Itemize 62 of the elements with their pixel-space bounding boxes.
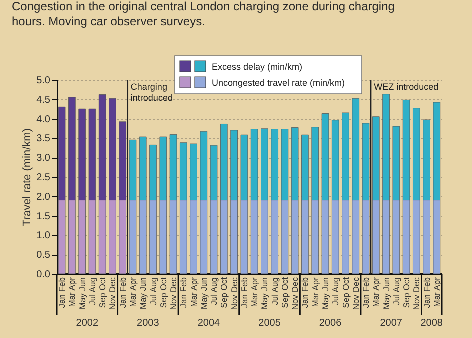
legend-label: Uncongested travel rate (min/km) — [212, 78, 346, 88]
y-tick-label: 0.5 — [36, 250, 51, 262]
x-tick-label: Jan Feb — [422, 277, 432, 308]
y-tick-label: 3.5 — [36, 134, 51, 145]
x-tick-label: Jul Aug — [209, 277, 220, 306]
chart-title: Congestion in the original central London charging zone during charging hours. Moving car observer surveys. — [12, 0, 395, 29]
y-tick-label: 3.0 — [36, 153, 51, 164]
x-tick-label: Mar Apr — [432, 277, 442, 308]
y-tick-label: 5.0 — [36, 76, 51, 86]
x-tick-label: Jan Feb — [178, 277, 189, 308]
x-tick-label: May Jun — [320, 277, 330, 310]
y-tick-label: 0.0 — [36, 270, 51, 280]
x-tick-label: Sep Oct — [219, 276, 230, 308]
text: 2004 — [198, 318, 221, 329]
y-tick-label: 2.0 — [36, 192, 51, 203]
text: 2008 — [420, 318, 444, 329]
x-tick-label: Sep Oct — [158, 276, 168, 308]
x-tick-label: Mar Apr — [250, 277, 260, 308]
x-tick-label: Mar Apr — [371, 277, 382, 308]
x-tick-label: May Jun — [381, 277, 392, 310]
text: 2003 — [137, 318, 160, 329]
x-tick-label: Nov Dec — [290, 276, 300, 310]
x-tick-label: May Jun — [77, 277, 88, 310]
x-tick-label: Mar Apr — [128, 277, 138, 308]
x-tick-label: Jan Feb — [239, 277, 250, 308]
y-tick-label: 1.5 — [36, 211, 51, 222]
x-tick-label: Jul Aug — [270, 277, 280, 306]
x-tick-label: Nov Dec — [168, 276, 179, 310]
x-tick-label: Sep Oct — [98, 276, 108, 308]
x-tick-label: Jul Aug — [330, 277, 341, 306]
x-tick-label: Nov Dec — [229, 276, 240, 310]
x-tick-label: May Jun — [198, 277, 209, 310]
x-tick-label: Sep Oct — [402, 276, 412, 308]
y-axis-title: Travel rate (min/km) — [22, 128, 34, 226]
x-tick-label: Mar Apr — [310, 277, 320, 308]
x-tick-label: Jan Feb — [118, 277, 128, 308]
x-tick-label: May Jun — [260, 277, 270, 310]
x-tick-label: Jul Aug — [391, 277, 402, 306]
x-tick-label: Jan Feb — [57, 277, 68, 308]
y-tick-label: 4.0 — [36, 114, 51, 126]
x-tick-label: Jan Feb — [361, 277, 372, 308]
x-tick-label: Jan Feb — [300, 277, 310, 308]
text: 2005 — [258, 318, 282, 329]
text: 2002 — [76, 318, 99, 329]
x-tick-label: Nov Dec — [108, 276, 118, 310]
text: 2007 — [380, 318, 403, 329]
x-tick-label: Sep Oct — [340, 276, 351, 308]
x-tick-label: Jul Aug — [87, 277, 98, 306]
x-tick-label: Nov Dec — [412, 276, 422, 310]
x-tick-label: Nov Dec — [350, 276, 361, 310]
x-tick-label: May Jun — [138, 277, 148, 310]
annotation: Charging introduced — [130, 82, 173, 103]
x-tick-label: Mar Apr — [188, 277, 199, 308]
x-tick-label: Sep Oct — [280, 276, 290, 308]
text: 2006 — [319, 318, 342, 329]
y-tick-label: 1.0 — [36, 230, 51, 242]
y-tick-label: 4.5 — [36, 94, 51, 106]
annotation: WEZ introduced — [374, 82, 439, 92]
x-tick-label: Jul Aug — [148, 277, 158, 306]
x-tick-label: Mar Apr — [67, 277, 78, 308]
legend-label: Excess delay (min/km) — [212, 62, 303, 72]
y-tick-label: 2.5 — [36, 172, 51, 184]
